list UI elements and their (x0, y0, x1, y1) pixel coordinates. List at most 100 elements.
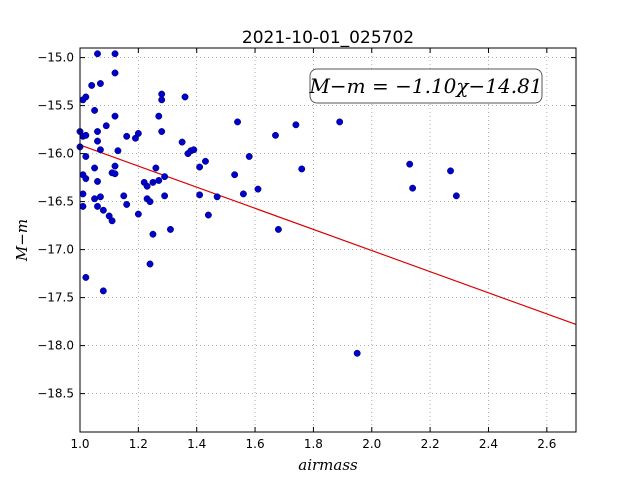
data-point (447, 167, 454, 175)
data-point (254, 185, 262, 193)
data-point (82, 153, 90, 160)
data-point (231, 171, 239, 179)
x-tick-label: 1.6 (246, 437, 265, 451)
data-point (94, 137, 101, 145)
data-point (155, 177, 163, 184)
scatter-points (76, 50, 460, 357)
data-point (234, 118, 242, 126)
data-point (245, 153, 253, 160)
data-point (213, 193, 221, 201)
x-tick-label: 1.4 (187, 437, 206, 451)
data-point (96, 146, 104, 154)
y-tick-label: −17.5 (37, 291, 74, 305)
data-point (202, 157, 209, 165)
data-point (82, 273, 90, 281)
data-point (88, 81, 96, 89)
data-point (123, 132, 131, 140)
x-tick-label: 1.8 (304, 437, 323, 451)
data-point (91, 195, 99, 203)
y-tick-label: −18.5 (37, 387, 74, 401)
x-tick-labels: 1.0 1.2 1.4 1.6 1.8 2.0 2.2 2.4 2.6 (70, 437, 556, 451)
data-point (406, 160, 414, 168)
x-tick-label: 2.0 (362, 437, 381, 451)
data-point (146, 260, 154, 268)
y-tick-label: −16.0 (37, 147, 74, 161)
data-point (82, 131, 90, 139)
data-point (94, 128, 101, 135)
data-point (298, 165, 306, 173)
y-axis-label: M−m (13, 219, 31, 262)
data-point (272, 131, 279, 139)
data-point (196, 163, 204, 171)
chart-title: 2021-10-01_025702 (242, 28, 414, 48)
data-point (161, 173, 169, 181)
data-point (134, 210, 142, 218)
data-point (239, 190, 247, 198)
x-tick-label: 2.2 (421, 437, 440, 451)
data-point (111, 50, 119, 58)
data-point (120, 192, 128, 200)
data-point (158, 96, 166, 104)
data-point (94, 50, 101, 58)
data-point (292, 121, 300, 129)
data-point (181, 93, 189, 101)
annotation-text: M−m = −1.10χ−14.81 (308, 74, 542, 98)
data-point (161, 192, 169, 200)
data-point (149, 178, 157, 186)
data-point (353, 349, 361, 357)
data-point (336, 118, 344, 126)
data-point (111, 170, 119, 178)
axis-ticks (79, 48, 576, 432)
data-point (452, 192, 460, 200)
data-point (123, 201, 131, 208)
data-point (190, 146, 198, 154)
data-point (166, 225, 174, 233)
data-point (143, 182, 151, 190)
plot-frame (79, 47, 577, 433)
x-tick-label: 1.0 (70, 437, 89, 451)
x-axis-label: airmass (298, 456, 358, 474)
data-point (158, 128, 166, 135)
data-point (82, 175, 90, 183)
data-point (111, 112, 119, 120)
data-point (94, 177, 101, 185)
fit-annotation: M−m = −1.10χ−14.81 (308, 68, 543, 104)
data-point (204, 211, 212, 219)
data-point (102, 122, 110, 130)
y-tick-label: −16.5 (37, 195, 74, 209)
y-tick-labels: −15.0 −15.5 −16.0 −16.5 −17.0 −17.5 −18.0 −18.5 (37, 51, 74, 401)
data-point (196, 191, 204, 199)
data-point (111, 69, 119, 77)
data-point (155, 112, 163, 120)
data-point (82, 93, 90, 101)
data-point (108, 217, 116, 225)
data-point (114, 147, 122, 155)
data-point (274, 225, 282, 233)
data-point (91, 106, 99, 114)
y-tick-label: −17.0 (37, 243, 74, 257)
data-point (91, 164, 99, 172)
data-point (94, 202, 101, 210)
data-point (158, 90, 166, 98)
data-point (178, 138, 186, 146)
grid (80, 48, 576, 432)
data-point (79, 202, 87, 210)
data-point (96, 193, 104, 201)
y-tick-label: −18.0 (37, 339, 74, 353)
x-tick-label: 2.6 (537, 437, 556, 451)
data-point (99, 287, 107, 295)
annotation-box (309, 68, 543, 104)
data-point (99, 206, 107, 214)
data-point (409, 184, 417, 192)
data-point (149, 230, 157, 238)
data-point (79, 190, 87, 198)
data-point (111, 162, 119, 170)
data-point (96, 80, 104, 87)
data-point (152, 164, 160, 172)
y-tick-label: −15.0 (37, 51, 74, 65)
data-point (134, 129, 142, 137)
data-point (146, 198, 154, 206)
x-tick-label: 2.4 (479, 437, 498, 451)
x-tick-label: 1.2 (129, 437, 148, 451)
